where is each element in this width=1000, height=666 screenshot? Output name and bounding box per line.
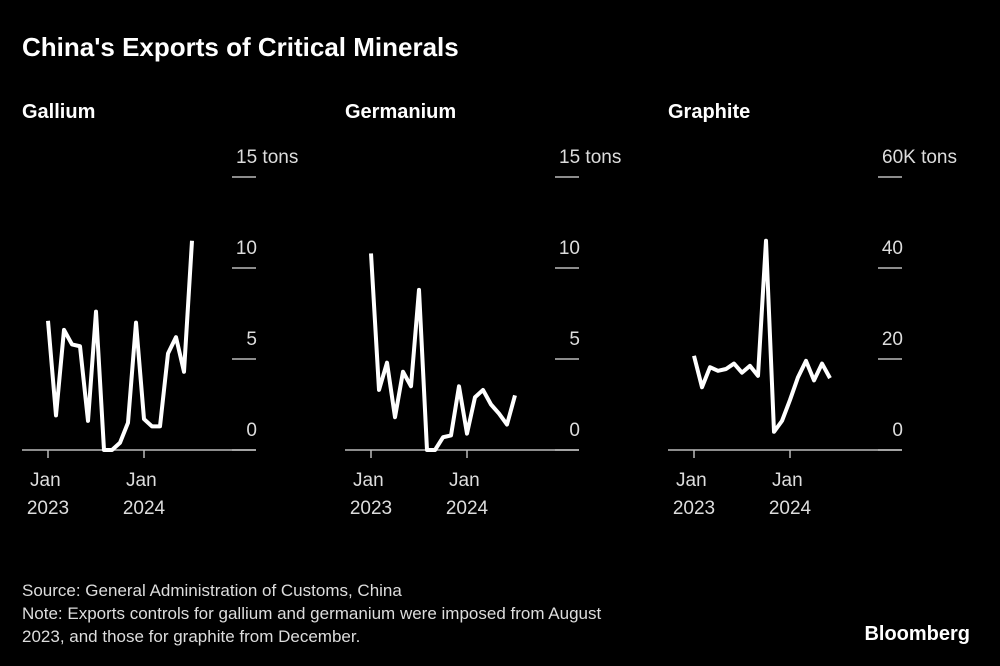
y-tick-label: 60K tons [882, 147, 957, 168]
data-line [46, 240, 194, 452]
y-tick-label: 15 tons [559, 147, 621, 168]
y-tick-label: 5 [246, 329, 257, 350]
y-tick-label: 15 tons [236, 147, 298, 168]
x-tick-label: Jan 2023 [673, 470, 715, 519]
y-tick-label: 0 [569, 420, 580, 441]
note: Note: Exports controls for gallium and g… [22, 604, 601, 623]
panel-title: Gallium [22, 101, 95, 123]
x-tick-label: Jan 2023 [350, 470, 392, 519]
panel-title: Graphite [668, 101, 750, 123]
panel-title: Germanium [345, 101, 456, 123]
logo: Bloomberg [864, 623, 970, 645]
source: Source: General Administration of Custom… [22, 581, 402, 600]
x-tick-label: Jan 2024 [446, 470, 489, 519]
y-tick-label: 10 [236, 238, 257, 259]
y-tick-label: 40 [882, 238, 903, 259]
x-tick-label: Jan 2023 [27, 470, 69, 519]
y-tick-label: 0 [246, 420, 257, 441]
chart-title: China's Exports of Critical Minerals [22, 32, 459, 62]
y-tick-label: 0 [892, 420, 903, 441]
x-tick-label: Jan 2024 [123, 470, 166, 519]
y-tick-label: 5 [569, 329, 580, 350]
note: 2023, and those for graphite from Decemb… [22, 627, 360, 646]
x-tick-label: Jan 2024 [769, 470, 812, 519]
y-tick-label: 10 [559, 238, 580, 259]
data-line [369, 253, 517, 452]
y-tick-label: 20 [882, 329, 903, 350]
data-line [692, 238, 832, 434]
